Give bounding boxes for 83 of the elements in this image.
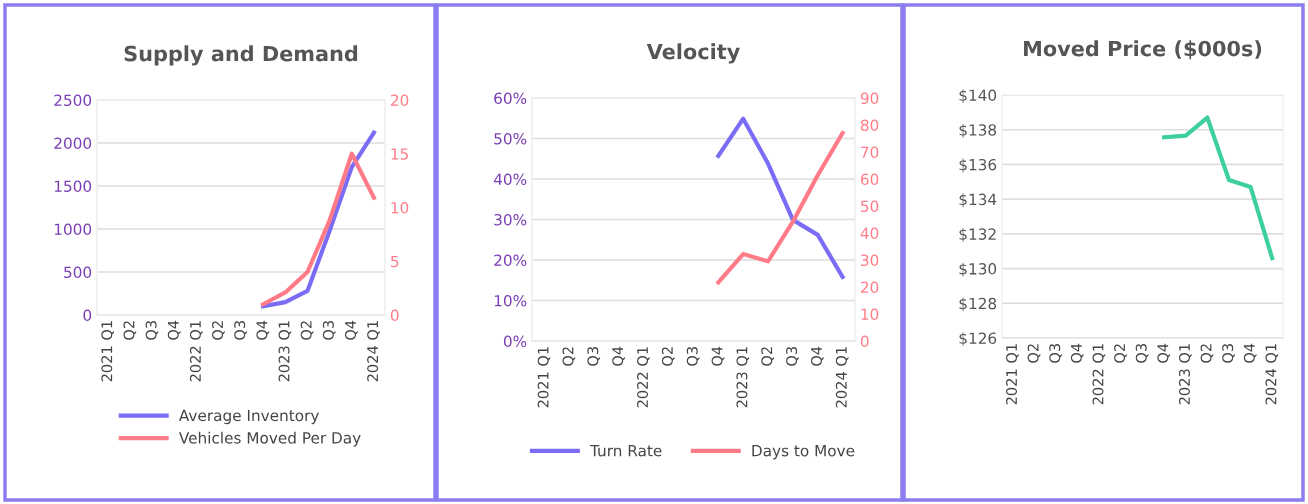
y-tick-label: 0% (503, 335, 527, 348)
x-tick-label: Q2 (123, 321, 137, 340)
x-tick-label: 2024 Q1 (367, 321, 380, 382)
x-tick-label: 2023 Q1 (1178, 344, 1192, 405)
y2-tick-label: 20 (860, 281, 879, 294)
x-tick-label: Q4 (256, 320, 270, 340)
x-tick-label: Q2 (661, 347, 675, 366)
y-tick-label: 1500 (54, 180, 92, 193)
y-tick-label: $136 (959, 158, 997, 173)
legend-label: Turn Rate (589, 445, 662, 457)
y-tick-label: 60% (494, 92, 527, 105)
y-tick-label: $132 (959, 228, 996, 242)
y-tick-label: 1000 (54, 223, 92, 236)
y2-tick-label: 0 (390, 309, 399, 322)
y-tick-label: 2000 (54, 137, 92, 150)
x-tick-label: Q4 (1070, 343, 1084, 363)
x-tick-label: Q3 (145, 321, 159, 340)
chart-title: Moved Price ($000s) (1024, 40, 1262, 60)
x-tick-label: 2021 Q1 (537, 347, 551, 408)
x-tick-label: Q4 (711, 346, 725, 366)
x-tick-label: Q2 (1027, 344, 1041, 363)
y2-tick-label: 15 (391, 148, 408, 160)
y-tick-label: $140 (959, 89, 997, 104)
y-tick-label: 20% (494, 254, 527, 267)
x-tick-label: Q4 (344, 320, 358, 340)
y2-tick-label: 80 (860, 119, 879, 132)
y-tick-label: 30% (494, 213, 527, 226)
x-tick-label: 2023 Q1 (736, 347, 750, 408)
y-tick-label: 0 (83, 309, 92, 322)
y-tick-label: 2500 (54, 94, 92, 107)
x-tick-label: Q2 (1200, 344, 1214, 363)
legend-label: Vehicles Moved Per Day (178, 431, 361, 447)
x-tick-label: Q3 (587, 347, 601, 366)
x-tick-label: Q3 (234, 321, 247, 340)
x-tick-label: Q4 (167, 320, 181, 340)
x-tick-label: 2023 Q1 (278, 321, 292, 382)
x-tick-label: Q3 (322, 321, 336, 340)
y-tick-label: 10% (494, 294, 527, 307)
x-tick-label: Q3 (786, 347, 799, 366)
line-series (1162, 115, 1275, 261)
y2-tick-label: 90 (860, 92, 879, 105)
y2-tick-label: 20 (390, 94, 409, 107)
y2-tick-label: 5 (391, 255, 399, 268)
x-tick-label: Q4 (612, 346, 625, 366)
y-tick-label: $128 (959, 297, 997, 312)
y2-tick-label: 10 (391, 201, 409, 214)
y-tick-label: 50% (494, 132, 527, 145)
x-tick-label: 2022 Q1 (189, 321, 203, 382)
y-tick-label: $130 (959, 262, 997, 277)
x-tick-label: Q3 (1222, 344, 1235, 363)
y2-tick-label: 30 (861, 254, 879, 267)
x-tick-label: Q4 (1243, 343, 1257, 363)
y-tick-label: 500 (64, 266, 92, 279)
y-tick-label: $134 (959, 193, 997, 208)
y2-tick-label: 60 (860, 173, 879, 186)
x-tick-label: 2024 Q1 (835, 347, 849, 408)
legend-label: Average Inventory (178, 409, 319, 425)
x-tick-label: 2021 Q1 (1006, 344, 1019, 405)
x-tick-label: Q2 (212, 321, 225, 340)
x-tick-label: Q4 (1157, 343, 1171, 363)
x-tick-label: 2022 Q1 (637, 347, 650, 408)
y2-tick-label: 40 (860, 227, 879, 240)
chart-title: Velocity (646, 43, 740, 64)
x-tick-label: Q4 (810, 346, 824, 366)
x-tick-label: 2024 Q1 (1265, 344, 1279, 405)
x-tick-label: 2022 Q1 (1092, 344, 1106, 405)
y2-tick-label: 70 (861, 146, 879, 159)
x-tick-label: Q3 (1049, 344, 1062, 363)
x-tick-label: Q2 (300, 321, 314, 340)
x-tick-label: Q3 (1135, 344, 1149, 363)
chart-title: Supply and Demand (124, 45, 358, 66)
y2-tick-label: 0 (860, 335, 869, 348)
y2-tick-label: 50 (861, 200, 879, 213)
y-tick-label: $126 (959, 332, 997, 347)
x-tick-label: 2021 Q1 (101, 321, 114, 382)
x-tick-label: Q3 (686, 347, 700, 366)
legend-label: Days to Move (752, 445, 855, 460)
y2-tick-label: 10 (861, 308, 879, 321)
x-tick-label: Q2 (1114, 344, 1127, 363)
y-tick-label: 40% (493, 173, 527, 186)
x-tick-label: Q2 (761, 347, 774, 366)
y-tick-label: $138 (959, 123, 997, 138)
x-tick-label: Q2 (562, 347, 576, 366)
